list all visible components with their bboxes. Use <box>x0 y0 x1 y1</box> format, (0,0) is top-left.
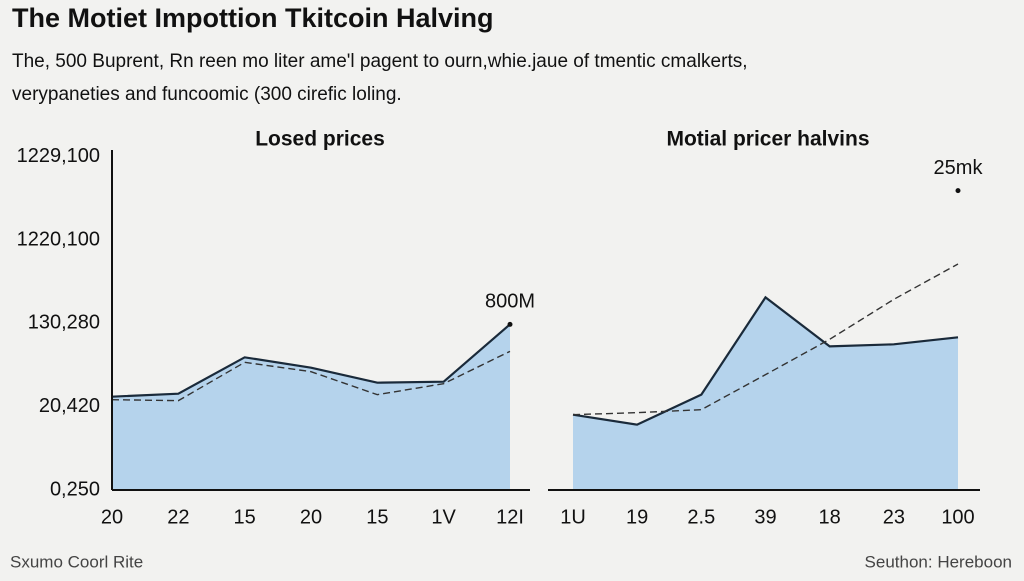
series-line <box>572 295 959 426</box>
x-tick-label: 39 <box>754 506 776 528</box>
x-tick-label: 1U <box>560 506 586 528</box>
area-fill <box>112 324 510 490</box>
y-tick-label: 0,250 <box>50 478 100 500</box>
x-tick-label: 20 <box>300 506 322 528</box>
x-tick-label: 15 <box>366 506 388 528</box>
annotation-label: 25mk <box>934 157 984 179</box>
y-tick-label: 130,280 <box>28 312 100 334</box>
x-tick-label: 100 <box>941 506 974 528</box>
chart-title: Motial pricer halvins <box>666 128 869 151</box>
x-tick-label: 20 <box>101 506 123 528</box>
series-line <box>111 323 511 398</box>
y-tick-label: 1229,100 <box>17 145 100 167</box>
x-tick-label: 18 <box>819 506 841 528</box>
series-line <box>111 350 511 402</box>
x-tick-label: 12I <box>496 506 524 528</box>
footer-right: Seuthon: Hereboon <box>865 552 1012 571</box>
subtitle-line: verypaneties and funcoomic (300 cirefic … <box>12 84 402 105</box>
page-title: The Motiet Impottion Tkitcoin Halving <box>12 3 493 33</box>
area-fill <box>573 297 958 490</box>
footer-left: Sxumo Coorl Rite <box>10 552 143 571</box>
annotation-label: 800M <box>485 291 535 313</box>
y-tick-label: 20,420 <box>39 395 100 417</box>
x-tick-label: 22 <box>167 506 189 528</box>
annotation-dot <box>955 188 961 194</box>
series-line <box>572 263 959 416</box>
subtitle-line: The, 500 Buprent, Rn reen mo liter ame'l… <box>12 51 748 72</box>
x-tick-label: 15 <box>234 506 256 528</box>
x-tick-label: 23 <box>883 506 905 528</box>
x-tick-label: 2.5 <box>687 506 715 528</box>
x-tick-label: 19 <box>626 506 648 528</box>
x-tick-label: 1V <box>431 506 456 528</box>
y-tick-label: 1220,100 <box>17 228 100 250</box>
annotation-dot <box>507 321 513 327</box>
chart-title: Losed prices <box>255 128 385 151</box>
